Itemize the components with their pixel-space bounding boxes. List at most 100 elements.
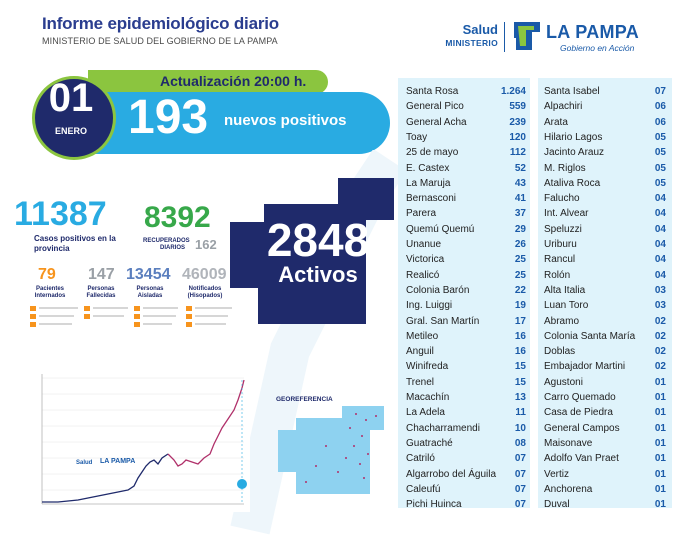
department-name: Ing. Luiggi bbox=[406, 300, 453, 312]
daily-recovered-value: 162 bbox=[195, 237, 217, 252]
department-cases: 03 bbox=[654, 300, 666, 312]
department-name: M. Riglos bbox=[544, 162, 586, 174]
department-cases: 25 bbox=[514, 269, 526, 281]
department-name: Adolfo Van Praet bbox=[544, 453, 619, 465]
department-name: Winifreda bbox=[406, 361, 449, 373]
date-day: 01 bbox=[48, 76, 94, 120]
department-name: General Pico bbox=[406, 101, 464, 113]
new-positives-count: 193 bbox=[128, 91, 209, 144]
region-breakdown-table bbox=[28, 304, 238, 340]
page-subtitle: MINISTERIO DE SALUD DEL GOBIERNO DE LA P… bbox=[42, 36, 278, 46]
department-name: Colonia Barón bbox=[406, 284, 470, 296]
department-name: Caleufú bbox=[406, 483, 441, 495]
department-cases: 01 bbox=[654, 437, 666, 449]
department-cases: 04 bbox=[654, 208, 666, 220]
la-pampa-map-icon bbox=[514, 22, 540, 50]
daily-update-banner: Actualización 20:00 h. 01 ENERO 193 nuev… bbox=[28, 70, 390, 160]
department-name: Santa Rosa bbox=[406, 86, 459, 97]
department-cases: 01 bbox=[654, 453, 666, 465]
department-name: General Acha bbox=[406, 116, 467, 128]
department-cases: 04 bbox=[654, 193, 666, 205]
department-cases: 01 bbox=[654, 392, 666, 403]
logo-la-pampa-text: LA PAMPA bbox=[546, 22, 640, 42]
georef-province-icon bbox=[278, 406, 384, 494]
department-cases: 10 bbox=[514, 422, 526, 434]
active-cases-value: 2848 bbox=[266, 214, 370, 266]
department-cases: 05 bbox=[654, 162, 666, 174]
department-name: Metileo bbox=[406, 330, 439, 342]
department-cases: 02 bbox=[654, 330, 666, 342]
department-name: Guatraché bbox=[406, 437, 453, 449]
department-name: Abramo bbox=[544, 315, 580, 327]
department-name: Parera bbox=[406, 208, 437, 220]
hospitalized-value: 79 bbox=[38, 266, 56, 283]
department-name: Victorica bbox=[406, 254, 445, 266]
hospitalized-label: Pacientes Internados bbox=[34, 286, 66, 299]
department-cases: 04 bbox=[654, 239, 666, 250]
chart-logo-la-pampa: LA PAMPA bbox=[100, 458, 136, 465]
department-name: Rancul bbox=[544, 254, 576, 266]
department-cases: 01 bbox=[654, 499, 666, 511]
isolated-label: Personas Aisladas bbox=[136, 286, 164, 299]
department-name: E. Castex bbox=[406, 162, 450, 174]
province-shape-icon bbox=[230, 178, 394, 324]
department-cases: 43 bbox=[514, 177, 526, 189]
department-cases: 17 bbox=[514, 315, 526, 327]
department-name: Falucho bbox=[544, 193, 580, 205]
update-time-label: Actualización 20:00 h. bbox=[160, 73, 307, 89]
deceased-label: Personas Fallecidas bbox=[86, 286, 116, 299]
department-name: Anchorena bbox=[544, 483, 593, 495]
department-cases: 07 bbox=[654, 86, 666, 97]
cases-curve-chart: Salud LA PAMPA bbox=[28, 368, 250, 512]
total-cases-label: Casos positivos en la provincia bbox=[34, 234, 116, 253]
departments-column-left bbox=[398, 78, 530, 508]
department-name: Toay bbox=[406, 131, 428, 143]
department-name: Duval bbox=[544, 499, 570, 511]
region-breakdown-graphic bbox=[30, 306, 232, 327]
department-name: La Adela bbox=[406, 407, 445, 419]
department-cases: 41 bbox=[514, 193, 526, 205]
department-name: Macachín bbox=[406, 392, 450, 403]
department-cases: 112 bbox=[509, 147, 526, 159]
department-name: Carro Quemado bbox=[544, 392, 616, 403]
department-name: Maisonave bbox=[544, 437, 593, 449]
department-name: Alta Italia bbox=[544, 284, 586, 296]
department-name: Realicó bbox=[406, 269, 440, 281]
department-cases: 07 bbox=[514, 453, 526, 465]
department-name: General Campos bbox=[544, 422, 620, 434]
recovered-value: 8392 bbox=[144, 201, 211, 234]
department-cases: 05 bbox=[654, 177, 666, 189]
department-cases: 04 bbox=[654, 223, 666, 235]
department-cases: 02 bbox=[654, 346, 666, 358]
department-name: La Maruja bbox=[406, 177, 451, 189]
department-cases: 16 bbox=[514, 346, 526, 358]
department-cases: 16 bbox=[514, 330, 526, 342]
department-cases: 03 bbox=[654, 284, 666, 296]
department-name: Catriló bbox=[406, 453, 435, 465]
department-cases: 15 bbox=[514, 361, 526, 373]
logo-divider bbox=[504, 22, 505, 52]
departments-column-right bbox=[538, 78, 672, 508]
department-name: Anguil bbox=[406, 346, 434, 358]
department-cases: 01 bbox=[654, 483, 666, 495]
isolated-value: 13454 bbox=[126, 266, 171, 283]
department-name: Santa Isabel bbox=[544, 86, 600, 97]
department-name: Colonia Santa María bbox=[544, 330, 636, 342]
department-name: Rolón bbox=[544, 269, 571, 281]
department-name: Arata bbox=[544, 116, 568, 128]
department-cases: 19 bbox=[514, 300, 526, 312]
date-month: ENERO bbox=[54, 126, 87, 136]
department-cases: 08 bbox=[514, 437, 526, 449]
notified-label: Notificados (Hisopados) bbox=[187, 286, 223, 299]
chart-logo-salud: Salud bbox=[76, 460, 93, 466]
logo-gobierno-text: Gobierno en Acción bbox=[560, 43, 635, 53]
department-name: Gral. San Martín bbox=[406, 315, 480, 327]
department-name: Casa de Piedra bbox=[544, 407, 613, 419]
deceased-value: 147 bbox=[88, 266, 115, 283]
department-name: Uriburu bbox=[544, 239, 577, 250]
department-name: 25 de mayo bbox=[406, 147, 459, 159]
logo-ministerio-text: MINISTERIO bbox=[445, 38, 498, 48]
department-cases: 07 bbox=[514, 483, 526, 495]
new-positives-label: nuevos positivos bbox=[224, 112, 347, 129]
cases-curve-plot bbox=[28, 368, 250, 512]
